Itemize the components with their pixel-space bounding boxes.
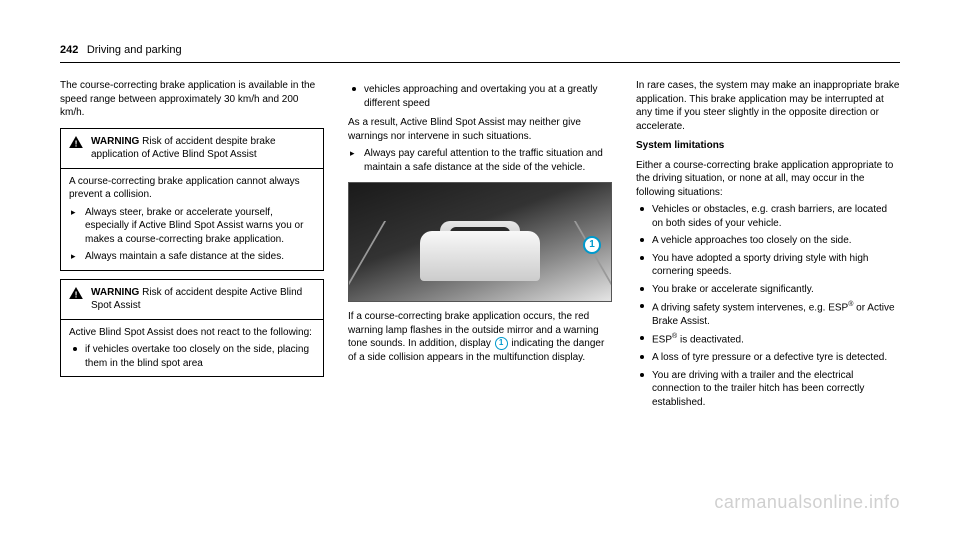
- warning-label-1: WARNING: [91, 136, 139, 147]
- svg-text:!: !: [75, 138, 78, 148]
- column-1: The course-correcting brake application …: [60, 79, 324, 409]
- warning-triangle-icon: !: [69, 287, 83, 299]
- warning-item: Always maintain a safe distance at the s…: [69, 250, 315, 264]
- warning-item: Always steer, brake or accelerate yourse…: [69, 206, 315, 247]
- warning-list-2: if vehicles overtake too closely on the …: [69, 343, 315, 370]
- system-limitations-heading: System limitations: [636, 139, 900, 153]
- list-item: Vehicles or obstacles, e.g. crash barrie…: [636, 203, 900, 230]
- page-header: 242 Driving and parking: [60, 40, 900, 63]
- warning-body-text-2: Active Blind Spot Assist does not react …: [69, 326, 315, 340]
- lane-line-left: [348, 221, 424, 301]
- intro-paragraph: The course-correcting brake application …: [60, 79, 324, 120]
- advice-list: Always pay careful attention to the traf…: [348, 147, 612, 174]
- vehicle-figure: 1: [348, 182, 612, 302]
- page-number: 242: [60, 44, 78, 56]
- list-item: You have adopted a sporty driving style …: [636, 252, 900, 279]
- figure-marker-1: 1: [583, 236, 601, 254]
- list-item: You brake or accelerate significantly.: [636, 283, 900, 297]
- lane-line-right: [536, 221, 612, 301]
- warning-body-1: A course-correcting brake application ca…: [61, 168, 323, 270]
- list-item: A loss of tyre pressure or a defective t…: [636, 351, 900, 365]
- list-item: Always pay careful attention to the traf…: [348, 147, 612, 174]
- list-item: ESP® is deactivated.: [636, 332, 900, 347]
- warning-label-2: WARNING: [91, 287, 139, 298]
- limitations-list: Vehicles or obstacles, e.g. crash barrie…: [636, 203, 900, 409]
- warning-triangle-icon: !: [69, 136, 83, 148]
- column-3: In rare cases, the system may make an in…: [636, 79, 900, 409]
- list-item: vehicles approaching and overtaking you …: [348, 83, 612, 110]
- continuation-list: vehicles approaching and overtaking you …: [348, 83, 612, 110]
- svg-text:!: !: [75, 289, 78, 299]
- warning-title-2: WARNING Risk of accident despite Active …: [91, 286, 315, 313]
- warning-box-1: ! WARNING Risk of accident despite brake…: [60, 128, 324, 271]
- warning-body-text-1: A course-correcting brake application ca…: [69, 175, 315, 202]
- list-item: You are driving with a trailer and the e…: [636, 369, 900, 410]
- section-title: Driving and parking: [87, 44, 182, 56]
- warning-head-2: ! WARNING Risk of accident despite Activ…: [61, 280, 323, 319]
- content-columns: The course-correcting brake application …: [60, 79, 900, 409]
- warning-body-2: Active Blind Spot Assist does not react …: [61, 319, 323, 377]
- warning-title-1: WARNING Risk of accident despite brake a…: [91, 135, 315, 162]
- inline-marker-icon: 1: [495, 337, 508, 350]
- result-paragraph: As a result, Active Blind Spot Assist ma…: [348, 116, 612, 143]
- limitations-intro: Either a course-correcting brake applica…: [636, 159, 900, 200]
- warning-list-1: Always steer, brake or accelerate yourse…: [69, 206, 315, 264]
- car-body: [420, 231, 540, 281]
- figure-caption: If a course-correcting brake application…: [348, 310, 612, 364]
- column-2: vehicles approaching and overtaking you …: [348, 79, 612, 409]
- warning-item: if vehicles overtake too closely on the …: [69, 343, 315, 370]
- list-item: A vehicle approaches too closely on the …: [636, 234, 900, 248]
- list-item: A driving safety system intervenes, e.g.…: [636, 300, 900, 328]
- warning-head-1: ! WARNING Risk of accident despite brake…: [61, 129, 323, 168]
- warning-box-2: ! WARNING Risk of accident despite Activ…: [60, 279, 324, 378]
- rare-cases-paragraph: In rare cases, the system may make an in…: [636, 79, 900, 133]
- watermark: carmanualsonline.info: [714, 492, 900, 513]
